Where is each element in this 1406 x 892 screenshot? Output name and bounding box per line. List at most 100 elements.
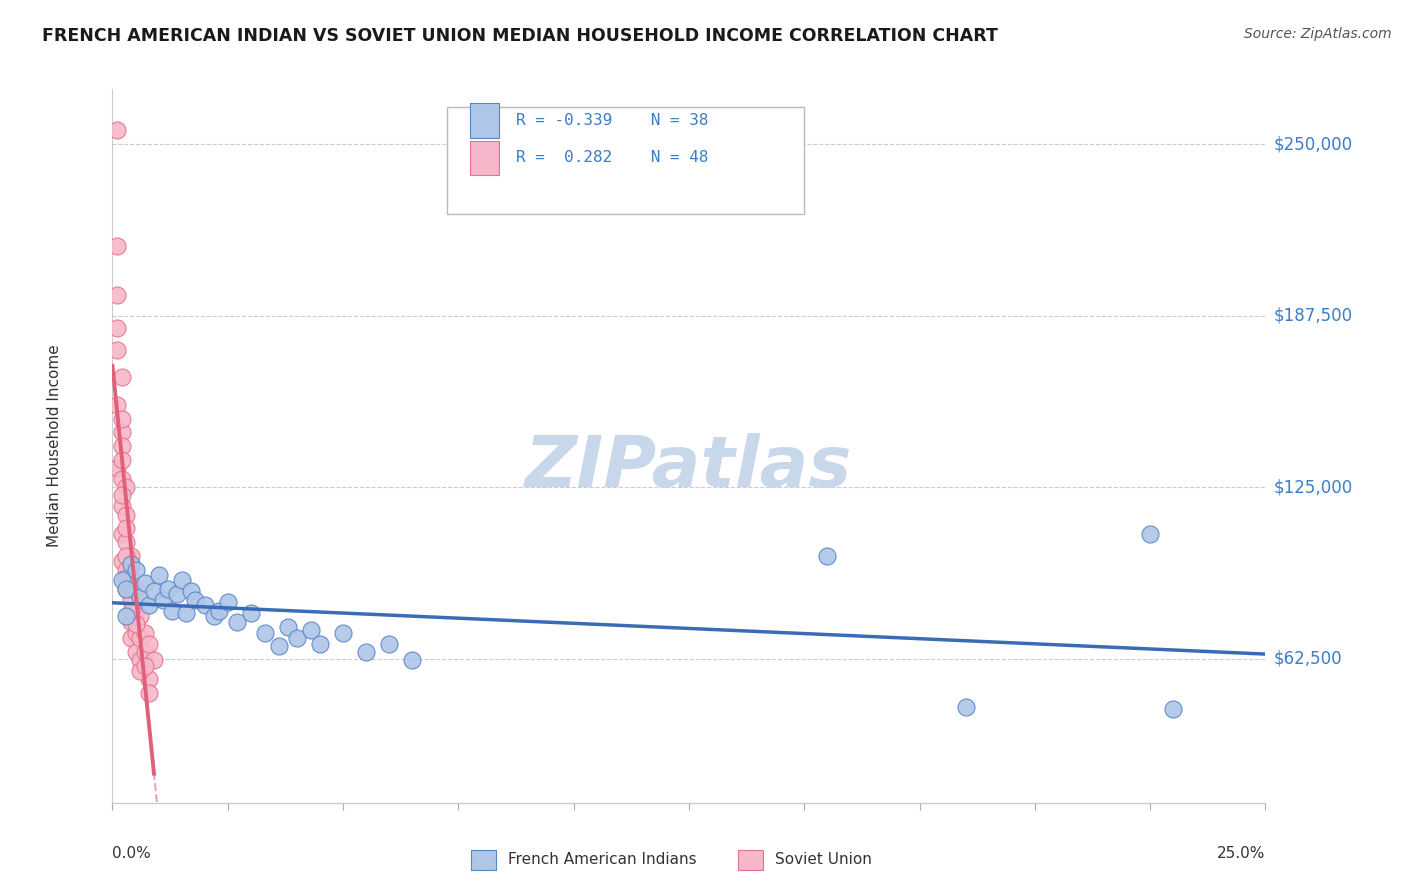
Point <box>115 535 138 549</box>
Point <box>955 699 977 714</box>
Point <box>309 637 332 651</box>
Point <box>148 568 170 582</box>
Point <box>239 607 262 621</box>
Point <box>115 609 138 624</box>
Point <box>105 321 128 335</box>
Point <box>138 673 160 687</box>
Point <box>111 425 134 440</box>
Point <box>111 526 134 541</box>
Point <box>115 508 138 522</box>
Point <box>111 370 134 384</box>
Point <box>129 631 152 645</box>
Point <box>138 637 160 651</box>
Point <box>120 592 142 607</box>
Point <box>134 576 156 591</box>
Point <box>143 584 166 599</box>
Text: French American Indians: French American Indians <box>508 853 696 867</box>
Point <box>174 607 197 621</box>
Point <box>332 625 354 640</box>
Bar <box>470 141 499 175</box>
Point <box>124 625 146 640</box>
Point <box>184 592 207 607</box>
Point <box>124 617 146 632</box>
Point <box>202 609 225 624</box>
Text: R =  0.282    N = 48: R = 0.282 N = 48 <box>516 150 709 165</box>
Point <box>267 640 290 654</box>
Point <box>129 609 152 624</box>
Text: 0.0%: 0.0% <box>112 846 152 861</box>
Point <box>120 615 142 629</box>
Point <box>170 574 193 588</box>
Point <box>180 584 202 599</box>
Point <box>207 604 229 618</box>
Point <box>124 562 146 576</box>
Point <box>120 549 142 563</box>
Point <box>111 472 134 486</box>
Point <box>115 480 138 494</box>
Bar <box>470 103 499 137</box>
Point <box>129 664 152 678</box>
Point <box>285 631 308 645</box>
Point <box>115 549 138 563</box>
Point <box>152 592 174 607</box>
Point <box>105 123 128 137</box>
Point <box>166 587 188 601</box>
Point <box>111 500 134 514</box>
Point <box>217 595 239 609</box>
Point <box>129 653 152 667</box>
Point <box>120 557 142 571</box>
Text: ZIPatlas: ZIPatlas <box>526 433 852 502</box>
Point <box>120 582 142 596</box>
Point <box>120 631 142 645</box>
Point <box>138 686 160 700</box>
Text: FRENCH AMERICAN INDIAN VS SOVIET UNION MEDIAN HOUSEHOLD INCOME CORRELATION CHART: FRENCH AMERICAN INDIAN VS SOVIET UNION M… <box>42 27 998 45</box>
Point <box>111 411 134 425</box>
Point <box>194 598 217 612</box>
Point <box>1161 702 1184 716</box>
Point <box>354 645 377 659</box>
Point <box>815 549 838 563</box>
Point <box>134 625 156 640</box>
Point <box>156 582 179 596</box>
Point <box>115 582 138 596</box>
Point <box>124 604 146 618</box>
Point <box>143 653 166 667</box>
Text: $62,500: $62,500 <box>1274 649 1343 668</box>
Point <box>124 582 146 596</box>
Point <box>120 571 142 585</box>
Point <box>105 343 128 357</box>
Text: $125,000: $125,000 <box>1274 478 1353 496</box>
FancyBboxPatch shape <box>447 107 804 214</box>
Point <box>129 590 152 604</box>
Text: R = -0.339    N = 38: R = -0.339 N = 38 <box>516 113 709 128</box>
Text: $250,000: $250,000 <box>1274 135 1353 153</box>
Text: Soviet Union: Soviet Union <box>775 853 872 867</box>
Point <box>111 574 134 588</box>
Point <box>277 620 299 634</box>
Point <box>1139 526 1161 541</box>
Point <box>105 398 128 412</box>
Point <box>134 658 156 673</box>
Text: Median Household Income: Median Household Income <box>48 344 62 548</box>
Point <box>115 562 138 576</box>
Point <box>226 615 249 629</box>
Point <box>134 645 156 659</box>
Point <box>120 604 142 618</box>
Point <box>162 604 184 618</box>
Point <box>253 625 276 640</box>
Point <box>401 653 423 667</box>
Point <box>115 582 138 596</box>
Point <box>299 623 322 637</box>
Point <box>378 637 401 651</box>
Point <box>105 288 128 302</box>
Point <box>124 645 146 659</box>
Point <box>138 598 160 612</box>
Point <box>111 488 134 502</box>
Point <box>115 521 138 535</box>
Point <box>111 439 134 453</box>
Text: 25.0%: 25.0% <box>1218 846 1265 861</box>
Point <box>105 238 128 252</box>
Text: $187,500: $187,500 <box>1274 307 1353 325</box>
Point <box>115 571 138 585</box>
Point <box>111 452 134 467</box>
